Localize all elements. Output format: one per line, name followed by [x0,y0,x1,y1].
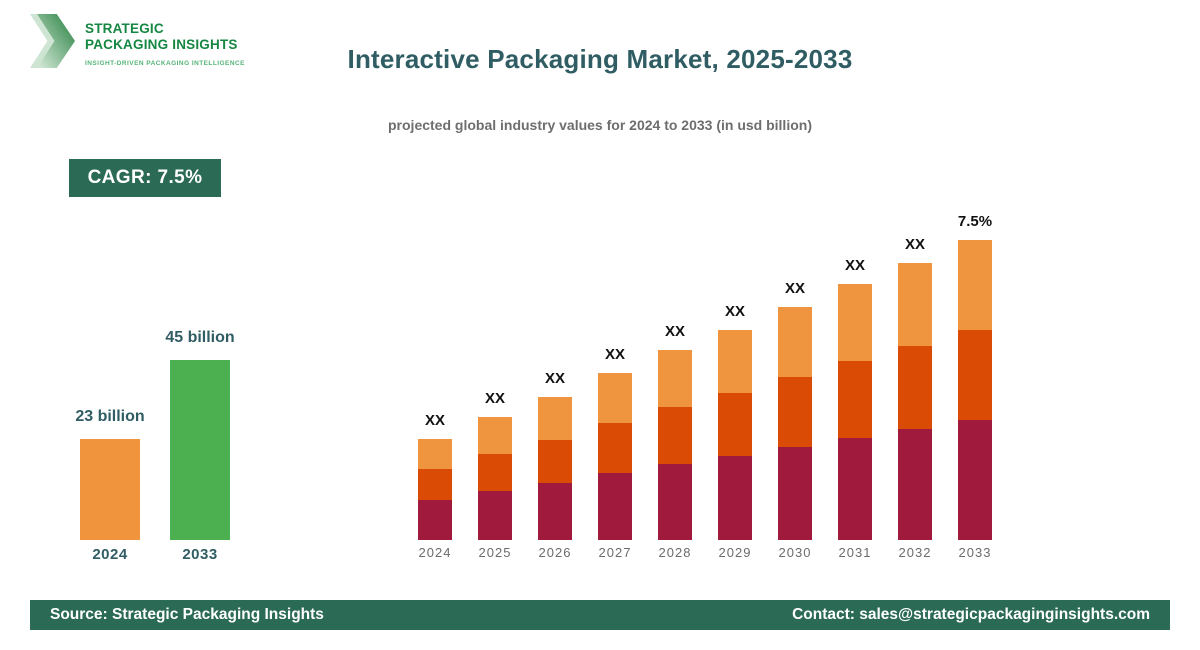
bar-segment [898,429,932,540]
logo-text: STRATEGIC PACKAGING INSIGHTS INSIGHT-DRI… [85,14,245,67]
bar-segment [598,473,632,540]
bar-segment [718,456,752,540]
stacked-bar-2024: XX 2024 [418,412,452,560]
logo-chevron-icon [30,14,76,68]
bar-segment [778,376,812,447]
contact-text: Contact: sales@strategicpackaginginsight… [792,606,1150,623]
bar-value-label: XX [844,257,866,274]
bar-year-label: 2033 [958,545,992,560]
bar-year-label: 2030 [778,545,812,560]
source-text: Source: Strategic Packaging Insights [50,606,324,623]
bar-segment [658,407,692,464]
bar-value-label: XX [544,370,566,387]
mini-year-label: 2033 [182,546,218,563]
bar-year-label: 2024 [418,545,452,560]
cagr-badge: CAGR: 7.5% [69,159,221,197]
main-stacked-bar-chart: XX 2024 XX 2025 XX 2026 XX 2027 XX 2028 XX 2029 XX 20… [418,213,992,560]
stacked-bar-2031: XX 2031 [838,257,872,560]
bar-year-label: 2027 [598,545,632,560]
bar-value-label: XX [784,280,806,297]
bar-segment [538,482,572,540]
bar-segment [478,490,512,540]
bar-year-label: 2029 [718,545,752,560]
bar-value-label: XX [724,303,746,320]
bar-segment [478,417,512,454]
mini-value-label: 45 billion [165,329,235,346]
bar-year-label: 2026 [538,545,572,560]
stacked-bar-2032: XX 2032 [898,236,932,560]
bar-segment [838,360,872,438]
bar-segment [898,346,932,430]
bar-segment [598,373,632,424]
mini-value-label: 23 billion [75,408,145,425]
bar-segment [418,439,452,470]
stacked-bar-2027: XX 2027 [598,346,632,560]
page-title: Interactive Packaging Market, 2025-2033 [347,44,853,74]
bar-segment [778,307,812,377]
bar-segment [838,284,872,361]
bar-segment [778,446,812,540]
mini-comparison-chart: 23 billion 2024 45 billion 2033 [75,329,234,563]
bar-segment [718,393,752,456]
bar-segment [478,453,512,491]
stacked-bar-2029: XX 2029 [718,303,752,560]
bar-segment [958,330,992,420]
mini-year-label: 2024 [92,546,128,563]
bar-segment [658,464,692,540]
bar-value-label: XX [484,390,506,407]
bar-segment [958,420,992,540]
bar-segment [538,397,572,440]
bar-year-label: 2028 [658,545,692,560]
stacked-bar-2025: XX 2025 [478,390,512,560]
bar-value-label: XX [664,323,686,340]
bar-segment [718,330,752,393]
stacked-bar-2033: 7.5% 2033 [958,213,992,560]
brand-tagline: INSIGHT-DRIVEN PACKAGING INTELLIGENCE [85,60,245,68]
bar-value-label: XX [604,346,626,363]
mini-bar-2033: 45 billion 2033 [165,329,234,563]
stacked-bar-2030: XX 2030 [778,280,812,560]
bar-segment [598,423,632,474]
stacked-bar-2026: XX 2026 [538,370,572,560]
bar-segment [418,499,452,540]
bar-segment [418,469,452,500]
bar-value-label: 7.5% [957,213,993,230]
bar-segment [538,439,572,483]
bar-year-label: 2031 [838,545,872,560]
logo: STRATEGIC PACKAGING INSIGHTS INSIGHT-DRI… [30,14,245,68]
bar-segment [958,240,992,330]
mini-bar-2024: 23 billion 2024 [75,408,144,563]
bar-year-label: 2032 [898,545,932,560]
bar-segment [898,263,932,347]
bar-value-label: XX [424,412,446,429]
stacked-bar-2028: XX 2028 [658,323,692,560]
footer-bar: Source: Strategic Packaging Insights Con… [30,600,1170,630]
bar-value-label: XX [904,236,926,253]
bar-year-label: 2025 [478,545,512,560]
bar-segment [838,437,872,540]
chart-subtitle: projected global industry values for 202… [388,117,812,133]
brand-name-line1: STRATEGIC [85,21,164,36]
brand-name-line2: PACKAGING INSIGHTS [85,37,238,53]
bar-segment [658,350,692,407]
